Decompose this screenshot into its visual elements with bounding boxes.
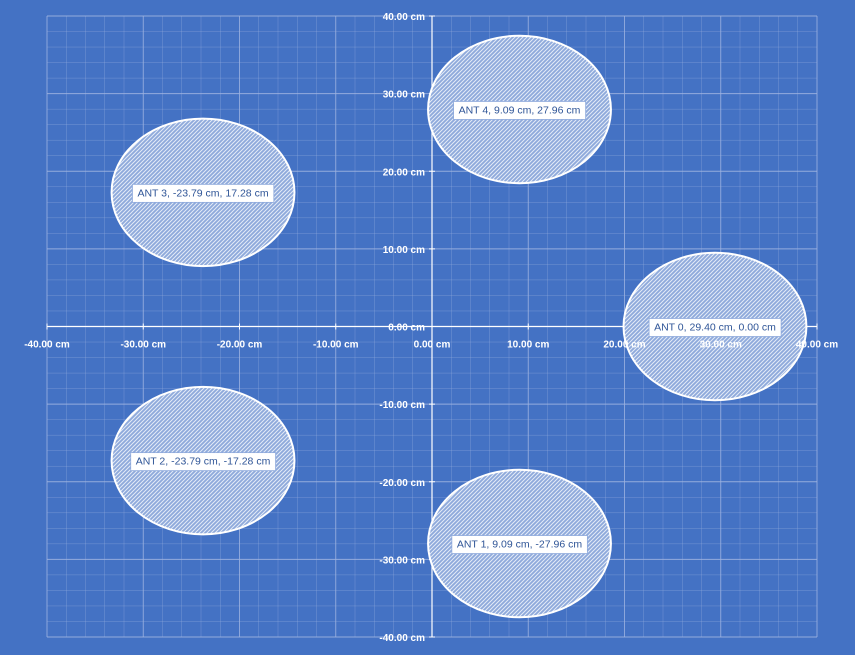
x-tick-label: 40.00 cm — [796, 340, 838, 351]
data-labels: ANT 0, 29.40 cm, 0.00 cm ANT 1, 9.09 cm, … — [130, 101, 782, 554]
data-label-text: ANT 2, -23.79 cm, -17.28 cm — [136, 456, 271, 468]
data-label-4: ANT 4, 9.09 cm, 27.96 cm — [453, 101, 587, 120]
data-label-0: ANT 0, 29.40 cm, 0.00 cm — [648, 318, 782, 337]
data-label-text: ANT 1, 9.09 cm, -27.96 cm — [457, 539, 583, 551]
y-tick-label: 0.00 cm — [388, 323, 425, 334]
y-tick-label: 20.00 cm — [383, 167, 425, 178]
data-label-text: ANT 3, -23.79 cm, 17.28 cm — [137, 187, 268, 199]
tick-labels: -40.00 cm -30.00 cm -20.00 cm -10.00 cm 0.00… — [24, 12, 838, 644]
data-label-text: ANT 4, 9.09 cm, 27.96 cm — [459, 104, 581, 116]
x-tick-label: 10.00 cm — [507, 340, 549, 351]
y-tick-label: 30.00 cm — [383, 90, 425, 101]
data-label-text: ANT 0, 29.40 cm, 0.00 cm — [654, 322, 776, 334]
data-label-box — [451, 535, 588, 554]
data-label-2: ANT 2, -23.79 cm, -17.28 cm — [130, 452, 276, 472]
y-tick-label: -10.00 cm — [379, 400, 425, 411]
y-tick-label: 40.00 cm — [383, 12, 425, 23]
x-tick-label: -10.00 cm — [313, 340, 359, 351]
y-tick-label: -20.00 cm — [379, 478, 425, 489]
data-label-3: ANT 3, -23.79 cm, 17.28 cm — [132, 183, 275, 203]
y-tick-label: -30.00 cm — [379, 555, 425, 566]
x-tick-label: -40.00 cm — [24, 340, 70, 351]
x-tick-label: 30.00 cm — [700, 340, 742, 351]
y-tick-label: -40.00 cm — [379, 633, 425, 644]
data-label-box — [130, 452, 276, 472]
data-label-1: ANT 1, 9.09 cm, -27.96 cm — [451, 535, 588, 554]
data-label-box — [453, 101, 587, 120]
x-tick-label: -20.00 cm — [217, 340, 263, 351]
y-tick-label: 10.00 cm — [383, 245, 425, 256]
x-tick-label: 0.00 cm — [414, 340, 451, 351]
data-label-box — [648, 318, 782, 337]
x-tick-label: -30.00 cm — [120, 340, 166, 351]
data-label-box — [132, 183, 275, 203]
x-tick-label: 20.00 cm — [603, 340, 645, 351]
